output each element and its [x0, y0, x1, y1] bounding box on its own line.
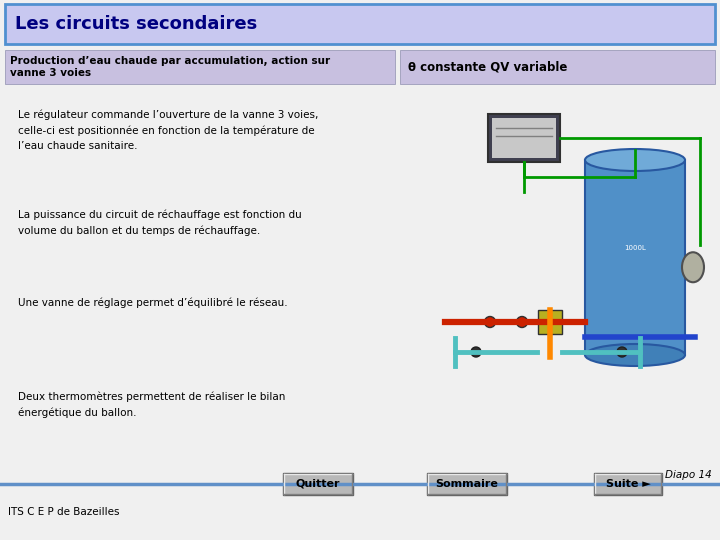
Text: Le régulateur commande l’ouverture de la vanne 3 voies,
celle-ci est positionnée: Le régulateur commande l’ouverture de la… [18, 110, 318, 151]
Text: Les circuits secondaires: Les circuits secondaires [15, 15, 257, 33]
Ellipse shape [585, 149, 685, 171]
Circle shape [471, 347, 481, 357]
FancyBboxPatch shape [594, 473, 662, 495]
Ellipse shape [682, 252, 704, 282]
Text: Deux thermomètres permettent de réaliser le bilan
énergétique du ballon.: Deux thermomètres permettent de réaliser… [18, 392, 285, 418]
Circle shape [516, 316, 528, 327]
FancyBboxPatch shape [492, 118, 556, 158]
FancyBboxPatch shape [5, 50, 395, 84]
Text: Diapo 14: Diapo 14 [665, 470, 712, 480]
Text: Quitter: Quitter [296, 479, 341, 489]
Circle shape [617, 347, 627, 357]
Circle shape [485, 316, 495, 327]
FancyBboxPatch shape [585, 160, 685, 355]
Text: θ constante QV variable: θ constante QV variable [408, 60, 567, 73]
FancyBboxPatch shape [488, 114, 560, 162]
Text: Une vanne de réglage permet d’équilibré le réseau.: Une vanne de réglage permet d’équilibré … [18, 298, 287, 308]
FancyBboxPatch shape [538, 310, 562, 334]
FancyBboxPatch shape [427, 473, 507, 495]
Ellipse shape [585, 344, 685, 366]
FancyBboxPatch shape [400, 50, 715, 84]
Text: Production d’eau chaude par accumulation, action sur
vanne 3 voies: Production d’eau chaude par accumulation… [10, 56, 330, 78]
FancyBboxPatch shape [5, 4, 715, 44]
Text: Sommaire: Sommaire [436, 479, 498, 489]
Text: 1000L: 1000L [624, 245, 646, 251]
Text: Suite ►: Suite ► [606, 479, 650, 489]
Text: La puissance du circuit de réchauffage est fonction du
volume du ballon et du te: La puissance du circuit de réchauffage e… [18, 210, 302, 236]
Text: ITS C E P de Bazeilles: ITS C E P de Bazeilles [8, 507, 120, 517]
FancyBboxPatch shape [283, 473, 353, 495]
